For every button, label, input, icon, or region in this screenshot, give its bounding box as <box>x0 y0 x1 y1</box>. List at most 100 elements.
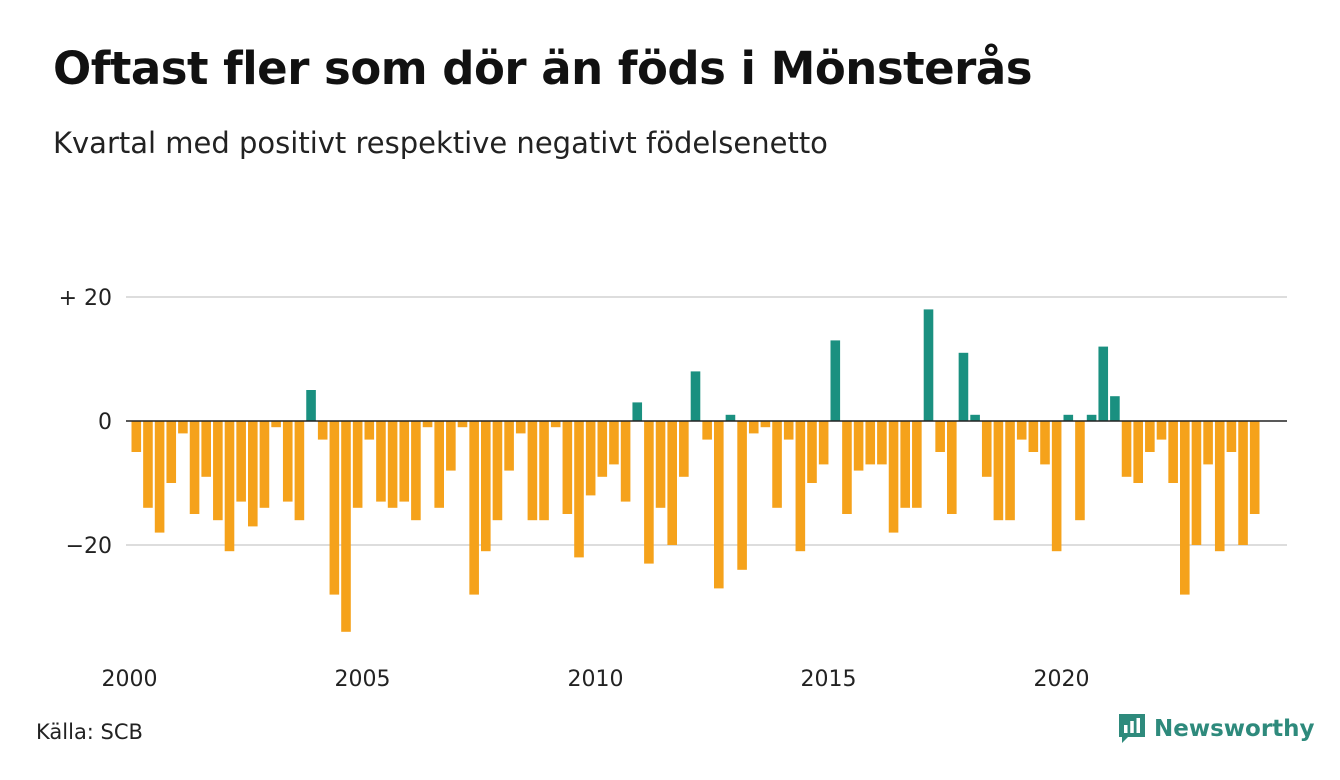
bar <box>434 421 444 508</box>
bar <box>189 421 200 514</box>
chart-subtitle: Kvartal med positivt respektive negativt… <box>53 126 828 160</box>
bar <box>364 421 375 440</box>
bar <box>970 414 980 421</box>
bar <box>492 421 503 521</box>
bar <box>1040 421 1050 465</box>
bar <box>947 421 957 514</box>
bar <box>597 421 608 477</box>
bar <box>690 371 701 421</box>
bar <box>888 421 899 533</box>
axis-labels: + 20 0 −20 2000 2005 2010 2015 2020 <box>59 286 1090 692</box>
bar <box>772 421 782 508</box>
bar <box>807 421 817 483</box>
bar <box>411 421 421 521</box>
bar <box>1133 421 1143 483</box>
bar <box>877 421 887 465</box>
bar <box>154 421 165 533</box>
bar <box>1191 421 1202 545</box>
bar <box>912 421 922 508</box>
bar <box>539 421 549 521</box>
x-tick-label: 2000 <box>102 667 158 692</box>
source-label: Källa: SCB <box>36 720 143 744</box>
bar <box>422 421 433 428</box>
bar <box>1156 421 1167 440</box>
bar <box>248 421 258 527</box>
bar <box>201 421 211 477</box>
brand-name: Newsworthy <box>1154 716 1315 742</box>
brand-logo[interactable]: Newsworthy <box>1117 712 1315 746</box>
bar <box>282 421 293 502</box>
bar <box>574 421 584 558</box>
bar <box>259 421 270 508</box>
bar <box>131 421 142 452</box>
bar <box>923 309 934 421</box>
bar <box>213 421 223 521</box>
bar <box>632 402 643 421</box>
bar <box>585 421 596 496</box>
bar <box>387 421 398 508</box>
bar <box>1016 421 1027 440</box>
bar <box>714 421 724 589</box>
bar <box>457 421 468 428</box>
bar <box>1214 421 1225 552</box>
bar <box>1168 421 1178 483</box>
bar <box>317 421 328 440</box>
bar <box>1203 421 1213 465</box>
bar <box>1005 421 1015 521</box>
bar <box>376 421 386 502</box>
bar <box>306 390 316 421</box>
bar <box>958 352 969 421</box>
bar <box>1121 421 1132 477</box>
bar <box>981 421 992 477</box>
bar <box>842 421 852 514</box>
bar <box>236 421 246 502</box>
bar <box>1249 421 1260 514</box>
x-tick-label: 2005 <box>335 667 391 692</box>
bar <box>271 421 281 428</box>
bar <box>609 421 619 465</box>
bar <box>1063 414 1074 421</box>
x-tick-label: 2015 <box>801 667 857 692</box>
bar <box>224 421 235 552</box>
bar <box>294 421 305 521</box>
bar <box>481 421 491 552</box>
bar <box>830 340 841 421</box>
grid-lines <box>126 296 1287 546</box>
bar <box>644 421 654 564</box>
bar <box>702 421 712 440</box>
bar <box>1180 421 1190 595</box>
bar <box>667 421 677 545</box>
bar-chart: + 20 0 −20 2000 2005 2010 2015 2020 <box>59 286 1287 692</box>
bar <box>504 421 514 471</box>
bar <box>725 414 736 421</box>
bar <box>166 421 177 483</box>
bar <box>935 421 945 452</box>
bar <box>655 421 666 508</box>
bar <box>399 421 410 502</box>
bar <box>1028 421 1039 452</box>
bar <box>527 421 538 521</box>
bar <box>550 421 561 428</box>
bar <box>1110 396 1120 421</box>
bar <box>352 421 363 508</box>
bar <box>1238 421 1248 545</box>
bar-chart-speech-bubble-icon <box>1119 714 1145 743</box>
bar <box>1075 421 1085 521</box>
y-tick-label: −20 <box>66 534 112 559</box>
bar <box>853 421 864 471</box>
bar <box>760 421 771 428</box>
bar <box>515 421 526 434</box>
x-tick-label: 2010 <box>568 667 624 692</box>
bar <box>737 421 747 570</box>
bar <box>329 421 340 595</box>
bar <box>900 421 910 508</box>
y-tick-label: 0 <box>98 410 112 435</box>
bar <box>562 421 573 514</box>
bar <box>469 421 479 595</box>
y-tick-label: + 20 <box>59 286 112 311</box>
chart-title: Oftast fler som dör än föds i Mönsterås <box>53 42 1033 95</box>
bar <box>178 421 188 434</box>
bars <box>126 309 1287 632</box>
bar <box>783 421 794 440</box>
bar <box>143 421 153 508</box>
